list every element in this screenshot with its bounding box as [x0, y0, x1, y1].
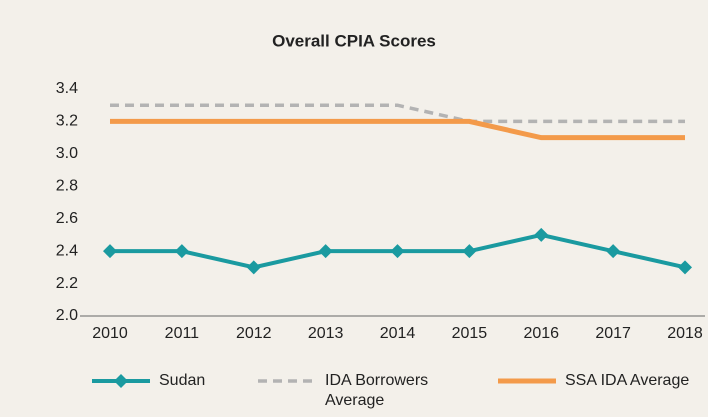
marker	[462, 244, 477, 259]
line-series	[110, 103, 685, 124]
y-tick-label: 2.2	[56, 275, 78, 292]
legend-marker	[114, 374, 128, 388]
x-tick-label: 2013	[308, 325, 344, 342]
legend-label: SSA IDA Average	[565, 372, 690, 389]
line-series	[110, 118, 685, 141]
legend-label: Sudan	[159, 372, 206, 389]
y-tick-label: 2.8	[56, 178, 78, 195]
x-tick-label: 2018	[667, 325, 703, 342]
marker	[174, 244, 189, 259]
marker	[318, 244, 333, 259]
x-tick-label: 2015	[452, 325, 488, 342]
x-tick-label: 2017	[595, 325, 631, 342]
y-tick-label: 3.4	[56, 80, 78, 97]
x-tick-label: 2010	[92, 325, 128, 342]
y-tick-label: 3.2	[56, 113, 78, 130]
y-tick-label: 3.0	[56, 145, 78, 162]
marker	[678, 260, 692, 275]
marker	[606, 244, 621, 259]
y-tick-label: 2.0	[56, 307, 78, 324]
y-tick-label: 2.6	[56, 210, 78, 227]
marker	[103, 244, 117, 259]
y-tick-label: 2.4	[56, 242, 78, 259]
marker	[246, 260, 261, 275]
x-tick-label: 2011	[165, 325, 200, 342]
x-tick-label: 2016	[523, 325, 559, 342]
marker	[534, 227, 549, 242]
chart-title: Overall CPIA Scores	[272, 31, 436, 50]
marker	[390, 244, 405, 259]
legend-label: IDA Borrowers Average	[325, 372, 429, 409]
x-tick-label: 2014	[380, 325, 416, 342]
x-tick-label: 2012	[236, 325, 272, 342]
